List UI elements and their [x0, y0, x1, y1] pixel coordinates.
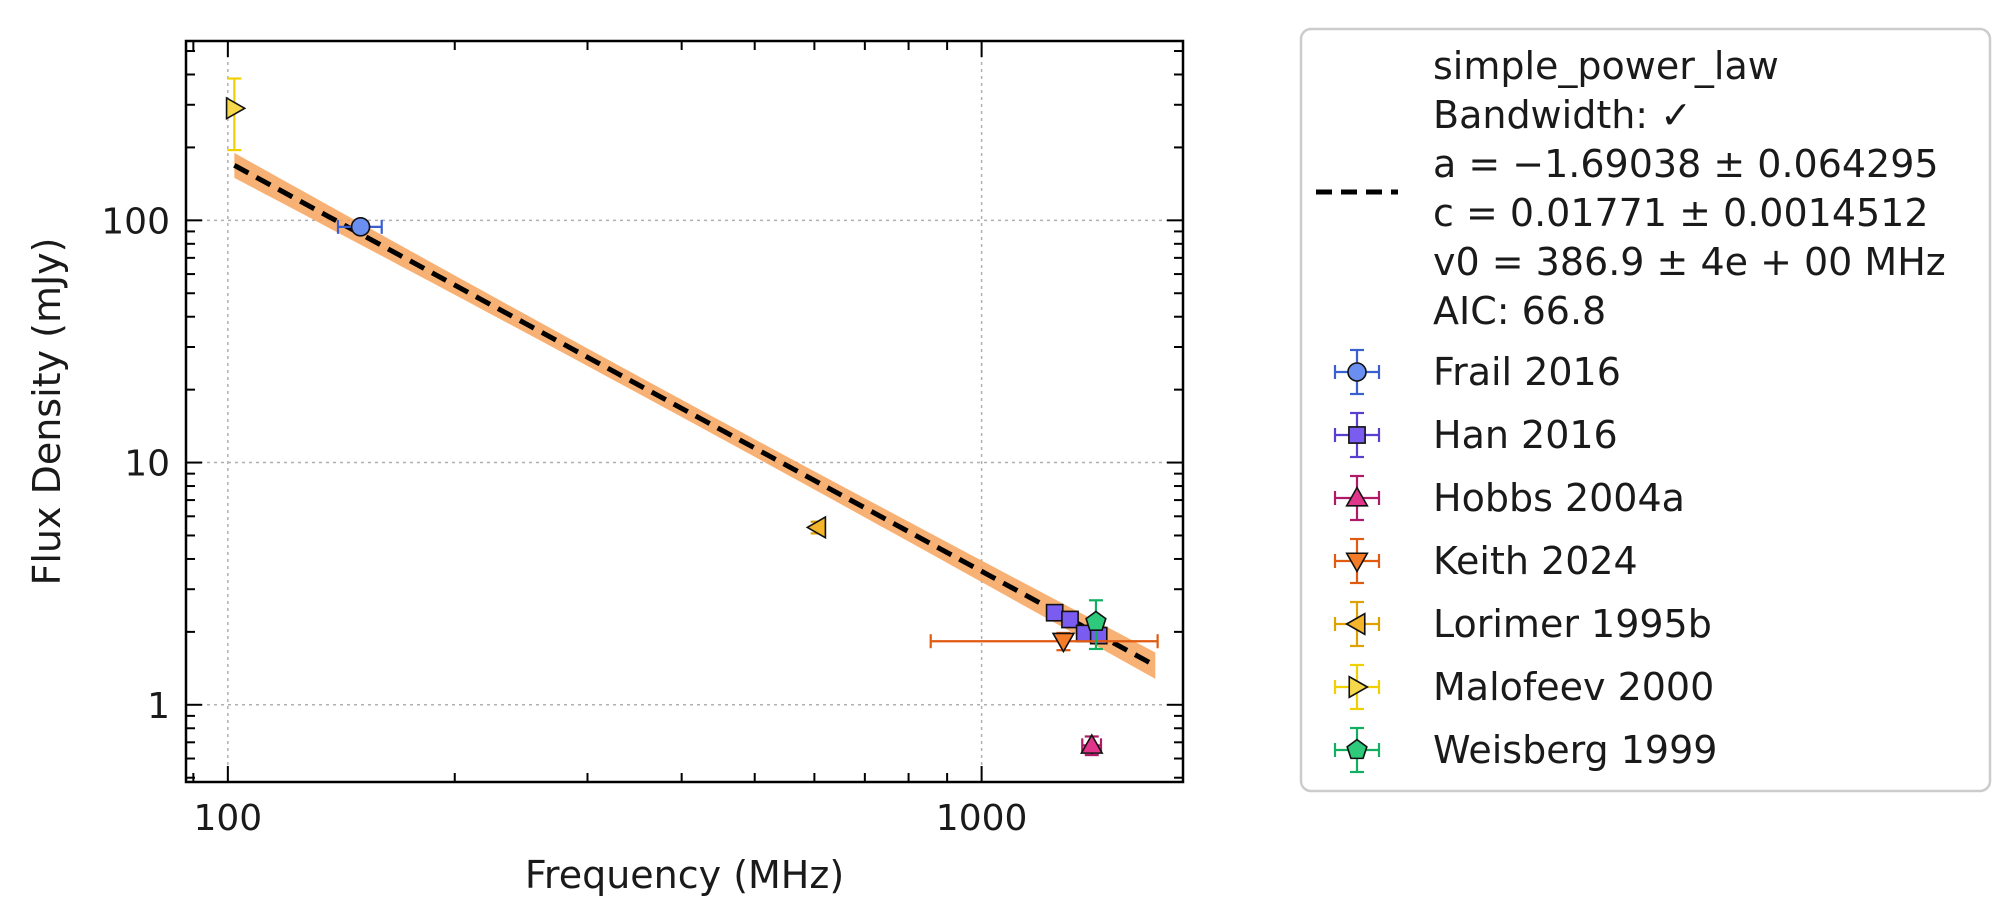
- legend-marker: [1345, 552, 1369, 573]
- legend-item-keith-2024: Keith 2024: [1333, 537, 1638, 585]
- data-point: [1051, 632, 1076, 654]
- legend-marker: [1347, 362, 1367, 382]
- legend-label: Keith 2024: [1433, 539, 1638, 583]
- tick-labels: 100 1000 1 10 100: [101, 201, 1027, 839]
- legend-label: Malofeev 2000: [1433, 665, 1714, 709]
- series-frail-2016: [336, 217, 383, 237]
- fit-uncertainty-band: [234, 152, 1156, 679]
- x-axis-label: Frequency (MHz): [525, 853, 844, 897]
- legend-marker: [1345, 612, 1366, 636]
- legend-item-weisberg-1999: Weisberg 1999: [1333, 726, 1717, 774]
- data-points: [225, 77, 1159, 757]
- legend-label: Lorimer 1995b: [1433, 602, 1712, 646]
- series-han-2016: [1045, 603, 1108, 645]
- legend-item-fit: simple_power_law Bandwidth: ✓ a = −1.69038…: [1316, 44, 1946, 333]
- plot-frame: [184, 39, 1185, 784]
- legend-fit-label-line: simple_power_law: [1433, 44, 1779, 88]
- data-point: [1080, 733, 1104, 754]
- data-point: [350, 217, 371, 237]
- x-tick-label: 1000: [936, 798, 1028, 839]
- y-tick-label: 100: [101, 201, 170, 242]
- y-tick-label: 10: [124, 444, 170, 485]
- data-point: [1085, 610, 1107, 632]
- legend-fit-label-line: Bandwidth: ✓: [1433, 93, 1692, 137]
- legend-fit-label-line: AIC: 66.8: [1433, 289, 1606, 333]
- data-point: [1045, 603, 1064, 622]
- legend-marker: [1348, 675, 1369, 699]
- legend-marker: [1346, 738, 1368, 760]
- legend-frame: [1299, 27, 1992, 793]
- legend-item-lorimer-1995b: Lorimer 1995b: [1333, 600, 1712, 648]
- y-axis-label: Flux Density (mJy): [25, 238, 69, 586]
- data-point: [805, 515, 827, 540]
- legend-item-han-2016: Han 2016: [1333, 411, 1618, 459]
- series-lorimer-1995b: [805, 515, 827, 540]
- legend-fit-label-line: c = 0.01771 ± 0.0014512: [1433, 191, 1929, 235]
- legend-item-malofeev-2000: Malofeev 2000: [1333, 663, 1714, 711]
- legend-label: Weisberg 1999: [1433, 728, 1717, 772]
- legend-label: Han 2016: [1433, 413, 1618, 457]
- legend: simple_power_law Bandwidth: ✓ a = −1.69038…: [1299, 27, 1992, 793]
- legend-label: Frail 2016: [1433, 350, 1621, 394]
- series-malofeev-2000: [225, 77, 247, 152]
- x-tick-label: 100: [193, 798, 262, 839]
- data-point: [225, 96, 247, 121]
- legend-fit-label-line: v0 = 386.9 ± 4e + 00 MHz: [1433, 240, 1946, 284]
- data-point: [1061, 610, 1079, 629]
- grid-lines: [186, 41, 1183, 782]
- legend-label: Hobbs 2004a: [1433, 476, 1685, 520]
- series-keith-2024: [929, 631, 1159, 654]
- series-weisberg-1999: [1085, 599, 1107, 651]
- fit-band: [234, 152, 1156, 679]
- axis-ticks: [186, 41, 1183, 782]
- legend-fit-label-line: a = −1.69038 ± 0.064295: [1433, 142, 1939, 186]
- series-hobbs-2004a: [1080, 733, 1104, 757]
- y-tick-label: 1: [147, 686, 170, 727]
- legend-marker: [1345, 486, 1369, 507]
- legend-item-frail-2016: Frail 2016: [1333, 348, 1621, 396]
- legend-item-hobbs-2004a: Hobbs 2004a: [1333, 474, 1685, 522]
- legend-marker: [1348, 426, 1366, 444]
